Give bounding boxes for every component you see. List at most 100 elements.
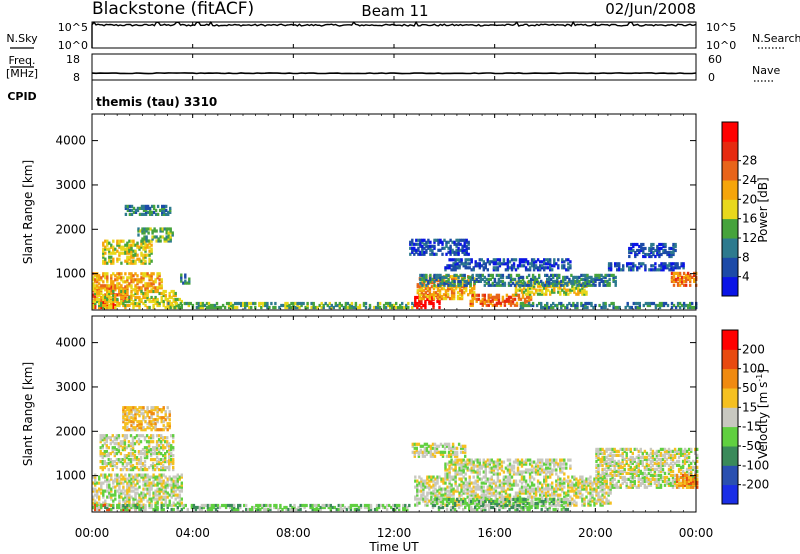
range-cell-2094 [425, 244, 428, 248]
range-cell-1597 [500, 485, 504, 489]
range-cell-2249 [662, 266, 665, 270]
range-cell-874 [233, 301, 237, 306]
range-cell-617 [145, 450, 149, 454]
range-cell-1335 [438, 475, 441, 479]
range-cell-1323 [497, 293, 501, 297]
range-cell-788 [172, 291, 175, 296]
range-cell-338 [168, 501, 171, 505]
range-cell-2338 [658, 246, 661, 251]
range-cell-146 [100, 278, 103, 282]
range-cell-88 [118, 293, 121, 297]
range-cell-200 [124, 280, 127, 284]
range-cell-2216 [542, 501, 545, 506]
range-cell-1792 [586, 273, 589, 277]
range-cell-123 [92, 276, 95, 280]
range-cell-1860 [452, 258, 455, 262]
range-cell-681 [160, 462, 163, 466]
range-cell-976 [118, 503, 121, 508]
range-cell-583 [137, 440, 141, 444]
range-cell-1973 [595, 491, 598, 495]
range-cell-1632 [491, 281, 494, 285]
range-cell-738 [152, 303, 155, 308]
range-cell-594 [92, 303, 95, 308]
range-cell-1954 [510, 264, 514, 268]
range-cell-1128 [293, 503, 296, 508]
range-cell-2539 [672, 303, 676, 308]
range-cell-1805 [594, 283, 597, 287]
range-cell-1027 [176, 505, 179, 510]
range-cell-1161 [329, 503, 332, 508]
range-cell-1617 [504, 479, 508, 483]
range-cell-904 [266, 301, 269, 306]
range-cell-1178 [351, 503, 355, 508]
range-cell-983 [358, 303, 362, 308]
range-cell-2077 [457, 505, 461, 510]
range-cell-1742 [558, 273, 561, 277]
range-cell-2531 [660, 303, 664, 308]
range-cell-1438 [464, 477, 467, 481]
range-cell-165 [106, 272, 109, 276]
range-cell-1489 [476, 485, 479, 489]
range-cell-2349 [664, 244, 667, 249]
range-cell-2062 [413, 248, 416, 252]
range-cell-1631 [491, 283, 494, 287]
range-cell-2452 [552, 305, 555, 310]
range-cell-2340 [660, 252, 663, 257]
range-cell-1776 [580, 273, 583, 277]
range-cell-1798 [551, 493, 554, 497]
range-cell-642 [110, 299, 113, 304]
range-cell-1650 [512, 481, 516, 485]
range-cell-1972 [595, 493, 598, 497]
range-cell-2194 [526, 501, 529, 506]
range-cell-1331 [438, 495, 441, 499]
range-cell-321 [108, 241, 111, 245]
range-cell-2541 [676, 303, 680, 308]
range-cell-2094 [470, 507, 473, 512]
range-cell-1519 [482, 475, 485, 479]
range-cell-1333 [505, 297, 509, 301]
range-cell-1489 [573, 288, 576, 292]
range-cell-25 [98, 503, 101, 507]
range-cell-35 [92, 295, 95, 299]
range-cell-1822 [557, 493, 560, 497]
range-cell-2409 [686, 273, 690, 277]
range-cell-1344 [511, 299, 515, 303]
range-cell-2529 [658, 303, 662, 308]
range-cell-1926 [494, 266, 498, 270]
range-cell-655 [153, 448, 157, 452]
range-cell-699 [134, 289, 137, 294]
range-cell-1965 [518, 262, 522, 266]
range-cell-745 [154, 295, 157, 300]
range-cell-312 [162, 495, 165, 499]
range-cell-450 [148, 249, 151, 253]
range-cell-1871 [458, 266, 461, 270]
range-cell-1187 [363, 505, 367, 510]
range-cell-1011 [397, 305, 400, 310]
range-cell-1962 [516, 266, 520, 270]
range-cell-704 [136, 289, 139, 294]
range-cell-1708 [540, 279, 543, 283]
range-cell-2326 [470, 458, 473, 462]
range-cell-1884 [464, 258, 467, 262]
range-cell-1822 [602, 281, 605, 285]
range-cell-1307 [491, 303, 494, 307]
range-cell-922 [290, 301, 293, 306]
range-cell-619 [145, 446, 149, 450]
range-cell-2346 [478, 462, 481, 466]
range-cell-383 [178, 501, 181, 505]
range-cell-1916 [486, 258, 489, 262]
range-cell-492 [155, 229, 158, 233]
range-cell-1225 [458, 289, 462, 293]
range-cell-822 [128, 408, 131, 412]
range-cell-1048 [204, 503, 208, 508]
range-cell-2401 [682, 271, 686, 275]
range-cell-2261 [670, 266, 673, 270]
range-cell-997 [382, 305, 386, 310]
range-cell-1570 [494, 485, 498, 489]
range-cell-1711 [528, 491, 532, 495]
range-cell-2427 [519, 301, 523, 306]
range-cell-460 [111, 462, 114, 466]
range-cell-1984 [530, 264, 534, 268]
range-cell-1259 [471, 289, 474, 293]
range-cell-135 [96, 276, 99, 280]
